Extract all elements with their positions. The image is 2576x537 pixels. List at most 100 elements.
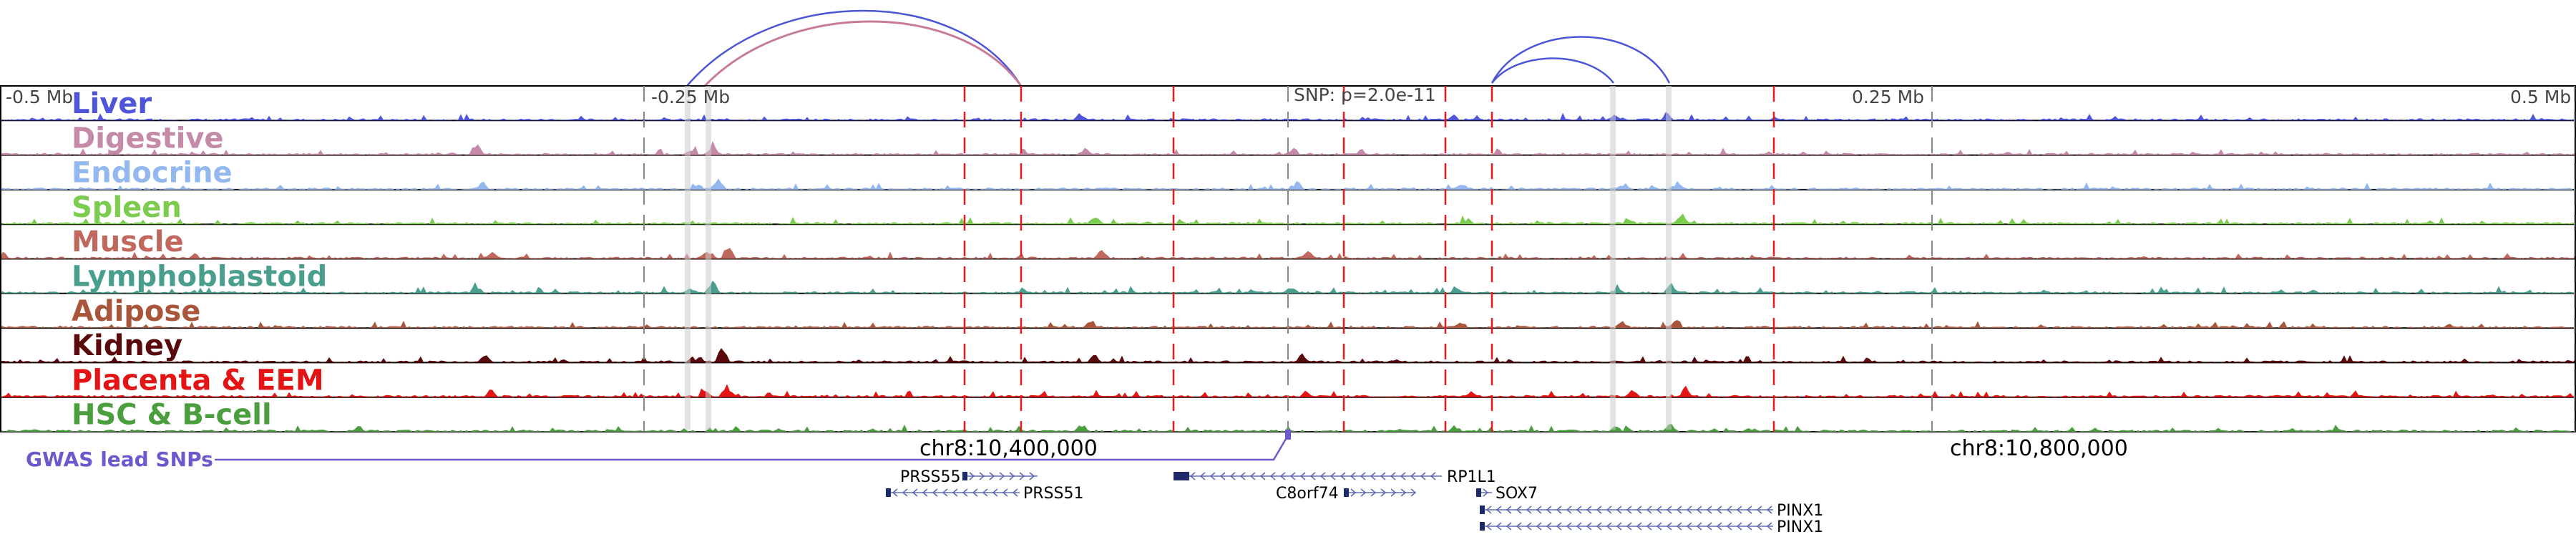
gene-strand-arrow	[1239, 472, 1246, 480]
track-label: Endocrine	[72, 157, 233, 190]
gene-strand-arrow	[1496, 522, 1502, 531]
gene-strand-arrow	[1029, 472, 1035, 480]
gene-strand-arrow	[989, 472, 995, 480]
gene-strand-arrow	[1319, 472, 1326, 480]
gene-strand-arrow	[1706, 522, 1712, 531]
gene-strand-arrow	[1536, 522, 1542, 531]
gene-strand-arrow	[1410, 472, 1416, 480]
gene-strand-arrow	[942, 488, 948, 497]
gene-strand-arrow	[1766, 522, 1772, 531]
gene-strand-arrow	[1219, 472, 1226, 480]
track-signal	[0, 248, 2576, 259]
gene-strand-arrow	[1556, 505, 1562, 514]
gene-strand-arrow	[1370, 488, 1377, 497]
gene-strand-arrow	[1536, 505, 1542, 514]
gene-strand-arrow	[1566, 505, 1572, 514]
gene-strand-arrow	[979, 472, 985, 480]
track-label: Placenta & EEM	[72, 364, 324, 397]
gene-strand-arrow	[972, 488, 978, 497]
gene-strand-arrow	[1390, 472, 1396, 480]
gene-strand-arrow	[1350, 472, 1356, 480]
track-signal	[0, 178, 2576, 190]
track-signal	[0, 140, 2576, 155]
gene-strand-arrow	[1506, 522, 1512, 531]
gene-strand-arrow	[1526, 522, 1532, 531]
scale-label-left: -0.5 Mb	[6, 87, 73, 107]
gene-strand-arrow	[1483, 488, 1489, 497]
gene-exon	[1480, 522, 1485, 531]
gene-strand-arrow	[902, 488, 908, 497]
gene-strand-arrow	[1606, 522, 1612, 531]
gene-strand-arrow	[1596, 522, 1602, 531]
gene-strand-arrow	[1606, 505, 1612, 514]
gene-label: C8orf74	[1276, 485, 1339, 503]
gene-strand-arrow	[1249, 472, 1256, 480]
gene-strand-arrow	[1390, 488, 1397, 497]
gene-strand-arrow	[1636, 505, 1642, 514]
gene-strand-arrow	[1496, 505, 1502, 514]
gene-strand-arrow	[1626, 505, 1632, 514]
gene-strand-arrow	[1360, 488, 1367, 497]
gene-strand-arrow	[1576, 522, 1582, 531]
gene-strand-arrow	[1340, 472, 1346, 480]
gene-strand-arrow	[1556, 522, 1562, 531]
gene-strand-arrow	[1360, 472, 1366, 480]
gene-label: PRSS55	[900, 468, 960, 486]
gene-strand-arrow	[1676, 505, 1682, 514]
gene-strand-arrow	[1420, 472, 1426, 480]
gene-strand-arrow	[1189, 472, 1196, 480]
gene-strand-arrow	[1696, 522, 1702, 531]
chromatin-loops	[686, 9, 1671, 87]
gene-strand-arrow	[1656, 505, 1662, 514]
track-label: Lymphoblastoid	[72, 261, 327, 294]
highlight-columns	[685, 86, 1672, 430]
track-label: Kidney	[72, 329, 182, 362]
gene-strand-arrow	[1400, 472, 1406, 480]
gene-strand-arrow	[1269, 472, 1276, 480]
highlight-column	[706, 86, 711, 430]
gene-strand-arrow	[1616, 505, 1622, 514]
gene-strand-arrow	[969, 472, 975, 480]
gene-strand-arrow	[1586, 505, 1592, 514]
gene-strand-arrow	[1516, 505, 1522, 514]
gene-label: PINX1	[1777, 518, 1823, 536]
gene-strand-arrow	[932, 488, 938, 497]
gene-strand-arrow	[1686, 505, 1692, 514]
gene-strand-arrow	[1012, 488, 1018, 497]
gene-strand-arrow	[1299, 472, 1306, 480]
gene-strand-arrow	[952, 488, 958, 497]
gene-strand-arrow	[1616, 522, 1622, 531]
gwas-lead-snps-label: GWAS lead SNPs	[26, 448, 213, 471]
gene-strand-arrow	[1746, 505, 1752, 514]
gene-strand-arrow	[1646, 505, 1652, 514]
gene-strand-arrow	[1596, 505, 1602, 514]
track-label: HSC & B-cell	[72, 399, 272, 432]
gene-strand-arrow	[1546, 505, 1552, 514]
gene-strand-arrow	[1506, 505, 1512, 514]
gene-strand-arrow	[1002, 488, 1008, 497]
gene-strand-arrow	[1716, 505, 1722, 514]
region-dash-lines	[643, 86, 2575, 432]
gene-label: PINX1	[1777, 502, 1823, 520]
gene-strand-arrow	[1626, 522, 1632, 531]
gene-strand-arrow	[1009, 472, 1015, 480]
gene-strand-arrow	[1330, 472, 1336, 480]
gene-strand-arrow	[992, 488, 998, 497]
gene-strand-arrow	[1726, 522, 1732, 531]
scale-label-right: 0.5 Mb	[2510, 87, 2571, 107]
snp-pvalue-label: SNP: p=2.0e-11	[1294, 84, 1436, 105]
gene-strand-arrow	[1400, 488, 1407, 497]
gene-strand-arrow	[962, 488, 968, 497]
gene-strand-arrow	[1756, 522, 1762, 531]
gene-strand-arrow	[1706, 505, 1712, 514]
gene-strand-arrow	[1766, 505, 1772, 514]
gene-strand-arrow	[1756, 505, 1762, 514]
track-signal	[0, 384, 2576, 397]
gene-strand-arrow	[999, 472, 1005, 480]
gene-strand-arrow	[1736, 505, 1742, 514]
loop-arc	[1491, 36, 1671, 84]
track-label: Adipose	[72, 295, 200, 328]
gene-strand-arrow	[1636, 522, 1642, 531]
